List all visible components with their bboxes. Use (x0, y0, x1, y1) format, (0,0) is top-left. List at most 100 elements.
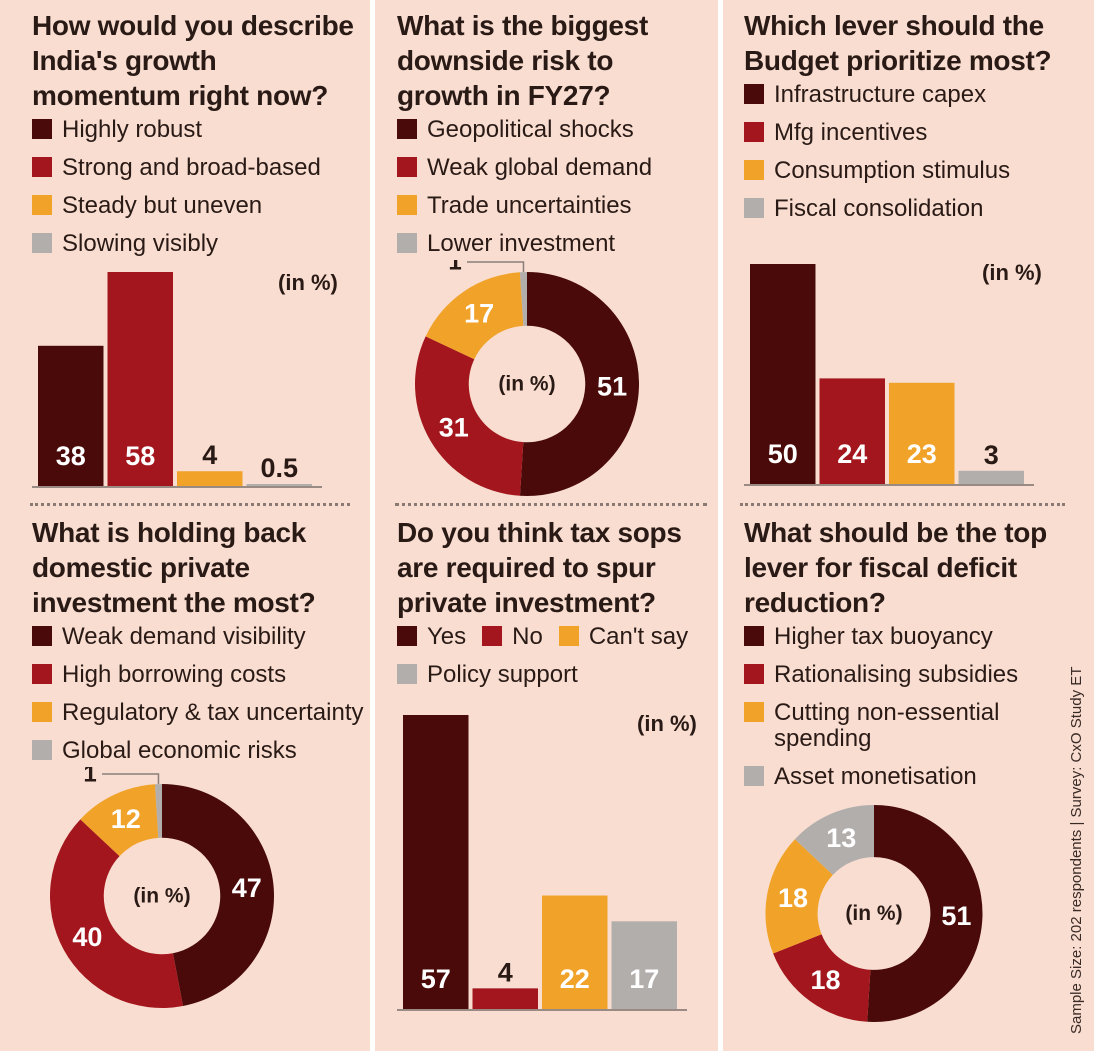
legend: Infrastructure capex Mfg incentives Consum… (744, 82, 1074, 222)
legend-item: Yes (397, 624, 466, 650)
legend-label: Steady but uneven (62, 192, 263, 219)
legend-item: Weak global demand (397, 155, 712, 181)
legend-item: Policy support (397, 662, 578, 688)
bar (750, 264, 816, 484)
legend-label: Consumption stimulus (774, 157, 1011, 184)
unit-label: (in %) (278, 270, 338, 295)
legend-swatch (32, 740, 52, 760)
legend-label: Slowing visibly (62, 230, 219, 257)
bar (542, 895, 608, 1009)
legend-label: Yes (427, 623, 467, 650)
bar-value-label: 50 (768, 439, 798, 469)
legend-item: Fiscal consolidation (744, 196, 1074, 222)
donut-slice (80, 784, 159, 857)
legend-label: High borrowing costs (62, 661, 287, 688)
legend-swatch (32, 195, 52, 215)
bar (107, 272, 173, 486)
slice-value-label: 51 (941, 901, 971, 931)
legend-swatch (482, 626, 503, 646)
legend-item: Steady but uneven (32, 193, 362, 219)
donut-chart: 47 40 12 1 (in %) (49, 767, 275, 1008)
legend-label: Strong and broad-based (62, 154, 321, 181)
bar (889, 382, 955, 484)
legend-swatch (744, 122, 764, 142)
leader-line (102, 773, 160, 785)
chart-title: What is the biggest downside risk to gro… (397, 10, 648, 111)
legend-swatch (397, 157, 417, 177)
legend-item: High borrowing costs (32, 662, 367, 688)
legend-item: Rationalising subsidies (744, 662, 1054, 688)
chart-panel-private-investment: What is holding back domestic private in… (32, 515, 367, 1015)
row-separator-3 (740, 503, 1065, 506)
bar-value-label: 58 (125, 441, 155, 471)
slice-value-label: 17 (464, 299, 494, 329)
bar-value-label: 0.5 (260, 453, 298, 483)
slice-value-label: 1 (448, 260, 461, 276)
donut-center-label: (in %) (133, 885, 190, 908)
legend: Yes No Can't say Policy support (397, 624, 712, 700)
donut-center-label: (in %) (498, 373, 555, 396)
donut-chart: 51 31 17 1 (in %) (415, 260, 639, 496)
bar (177, 471, 243, 486)
legend-swatch (744, 766, 764, 786)
chart-title: Do you think tax sops are required to sp… (397, 517, 682, 618)
chart-panel-tax-sops: Do you think tax sops are required to sp… (397, 515, 712, 1015)
bar-value-label: 17 (629, 964, 659, 994)
bar-value-label: 57 (421, 964, 451, 994)
bar (38, 345, 104, 486)
legend-label: Infrastructure capex (774, 81, 987, 108)
donut-chart: 51 18 18 13 (in %) (765, 805, 983, 1022)
legend-item: Infrastructure capex (744, 82, 1074, 108)
source-note: Sample Size: 202 respondents | Survey: C… (1068, 666, 1085, 1034)
bar-value-label: 3 (984, 440, 999, 470)
leader-line (467, 261, 525, 273)
chart-title: What is holding back domestic private in… (32, 517, 316, 618)
slice-value-label: 31 (439, 412, 469, 442)
legend-item: Lower investment (397, 231, 712, 257)
unit-label: (in %) (637, 711, 697, 736)
slice-value-label: 13 (826, 823, 856, 853)
bar-value-label: 23 (907, 439, 937, 469)
bar (611, 921, 677, 1009)
legend-label: Trade uncertainties (427, 192, 632, 219)
bar-value-label: 24 (837, 439, 867, 469)
donut-slice (867, 805, 983, 1022)
bar-value-label: 38 (56, 441, 86, 471)
legend-label: Fiscal consolidation (774, 195, 984, 222)
legend-swatch (32, 157, 52, 177)
legend-swatch (32, 702, 52, 722)
legend-item: Mfg incentives (744, 120, 1074, 146)
legend-item: Weak demand visibility (32, 624, 367, 650)
bar-value-label: 22 (560, 964, 590, 994)
legend-item: Slowing visibly (32, 231, 362, 257)
legend-label: Weak demand visibility (62, 623, 306, 650)
row-separator-2 (395, 503, 707, 506)
legend-label: Geopolitical shocks (427, 116, 634, 143)
donut-slice (519, 272, 639, 496)
legend-swatch (744, 198, 764, 218)
legend-swatch (32, 626, 52, 646)
bar (472, 988, 538, 1009)
legend-swatch (397, 195, 417, 215)
legend-item: Global economic risks (32, 738, 367, 764)
bar (403, 715, 469, 1009)
legend-item: Higher tax buoyancy (744, 624, 1054, 650)
slice-value-label: 12 (111, 804, 141, 834)
bar-chart: 38 58 4 0.5 (32, 272, 322, 488)
legend-label: Rationalising subsidies (774, 661, 1019, 688)
donut-slice (773, 934, 871, 1022)
legend-swatch (744, 84, 764, 104)
legend-label: Regulatory & tax uncertainty (62, 699, 364, 726)
donut-slice (154, 784, 162, 838)
legend-swatch (558, 626, 579, 646)
legend-label: Can't say (588, 623, 689, 650)
chart-panel-budget-lever: Which lever should the Budget prioritize… (744, 8, 1074, 498)
unit-label: (in %) (982, 260, 1042, 285)
donut-slice (519, 272, 527, 326)
chart-panel-fiscal-deficit: What should be the top lever for fiscal … (744, 515, 1054, 1022)
slice-value-label: 18 (778, 883, 808, 913)
column-separator-2 (718, 0, 723, 1051)
legend-swatch (397, 119, 417, 139)
chart-title: Which lever should the Budget prioritize… (744, 10, 1052, 76)
bar-value-label: 4 (498, 957, 513, 987)
